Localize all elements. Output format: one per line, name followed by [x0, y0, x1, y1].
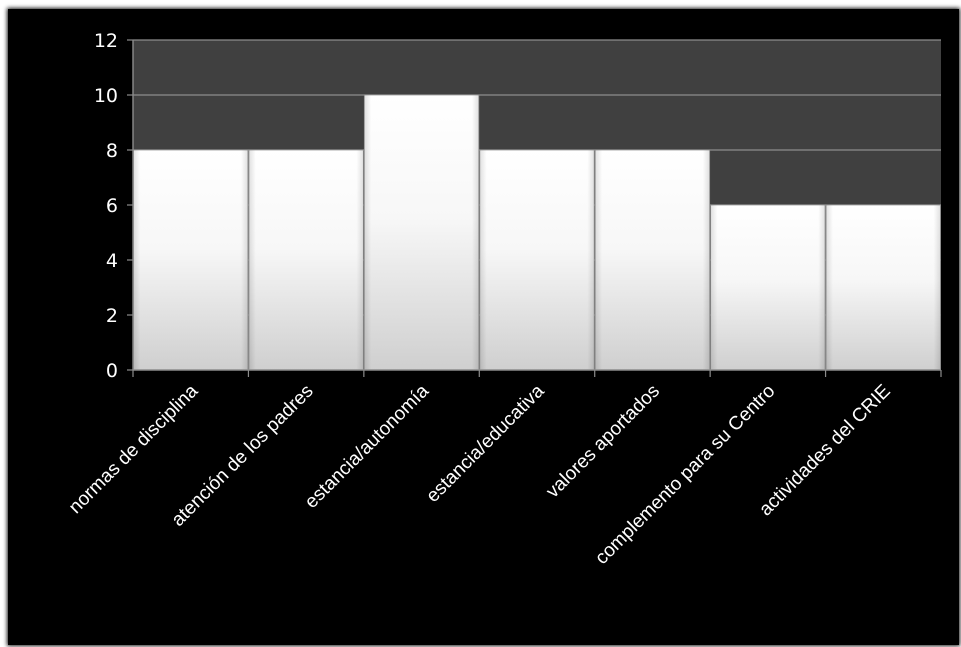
x-category-label: complemento para su Centro [591, 381, 779, 569]
bar-shading [248, 150, 364, 370]
y-tick-label: 0 [106, 360, 118, 382]
bar-shading [479, 150, 595, 370]
bar-shading [710, 205, 826, 370]
y-tick-label: 6 [106, 195, 118, 217]
bar-shading [133, 150, 248, 370]
y-tick-label: 10 [94, 85, 118, 107]
x-category-label: estancia/autonomía [301, 380, 433, 512]
y-tick-label: 8 [106, 140, 118, 162]
axes [127, 39, 942, 377]
y-tick-labels: 0 2 4 6 8 10 12 [94, 30, 118, 382]
y-tick-label: 12 [94, 30, 118, 52]
bar-shading [595, 150, 710, 370]
y-tick-label: 2 [106, 305, 118, 327]
x-category-label: estancia/educativa [422, 380, 548, 506]
bars [133, 94, 941, 371]
bar-shading [364, 95, 479, 370]
x-category-label: actividades del CRIE [755, 381, 895, 521]
chart-frame: 0 2 4 6 8 10 12 normas de disciplina atención d… [8, 9, 959, 645]
x-category-label: normas de disciplina [65, 380, 203, 518]
bar-shading [826, 205, 941, 370]
y-tick-label: 4 [106, 250, 118, 272]
x-category-label: valores aportados [542, 381, 664, 503]
